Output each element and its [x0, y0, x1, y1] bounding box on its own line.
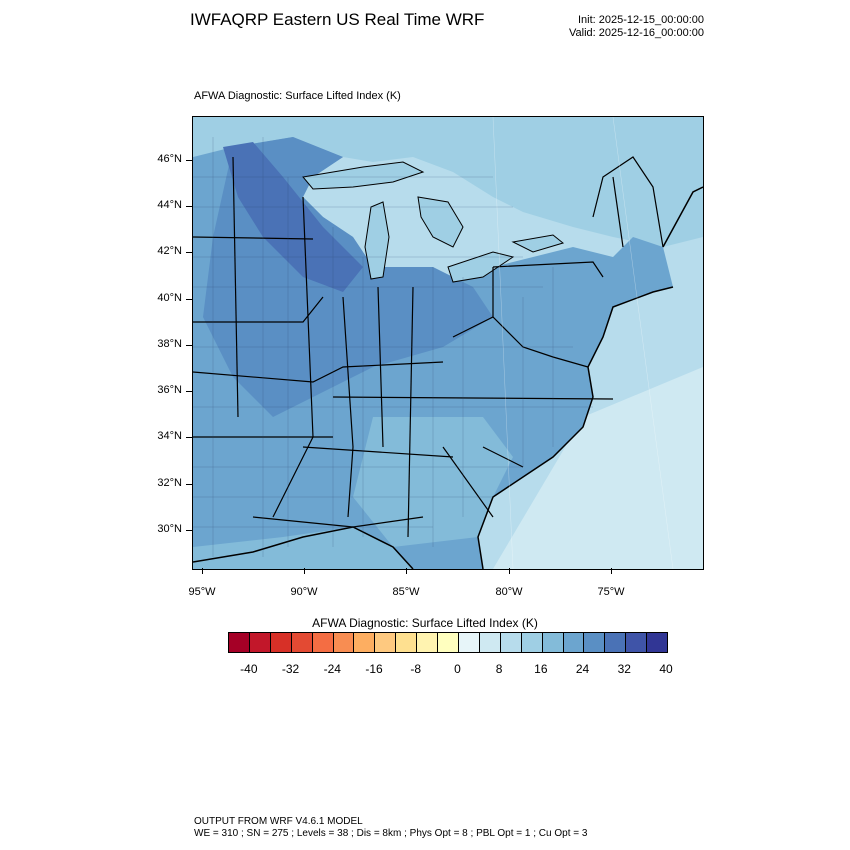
latitude-label: 38°N	[157, 338, 182, 350]
colorbar-box	[249, 633, 271, 652]
longitude-tick	[202, 568, 203, 574]
colorbar-box	[542, 633, 564, 652]
longitude-label: 90°W	[290, 586, 318, 598]
colorbar-tick-label: 16	[534, 662, 548, 676]
coastline-gulf	[193, 526, 414, 569]
colorbar-box	[270, 633, 292, 652]
map-panel	[192, 116, 704, 570]
latitude-tick	[186, 206, 192, 207]
colorbar-box	[438, 633, 459, 652]
colorbar-box	[354, 633, 376, 652]
colorbar-box	[563, 633, 585, 652]
longitude-label: 85°W	[392, 586, 420, 598]
valid-time: Valid: 2025-12-16_00:00:00	[569, 27, 704, 39]
colorbar-box	[333, 633, 355, 652]
longitude-axis: 95°W 90°W 85°W 80°W 75°W	[188, 568, 702, 598]
colorbar-tick-label: -24	[323, 662, 341, 676]
latitude-tick	[186, 437, 192, 438]
graticule	[492, 117, 674, 569]
latitude-label: 40°N	[157, 292, 182, 304]
longitude-tick	[509, 568, 510, 574]
colorbar-tick-label: 8	[495, 662, 503, 676]
colorbar-box	[521, 633, 543, 652]
init-time: Init: 2025-12-15_00:00:00	[578, 14, 704, 26]
colorbar-box	[479, 633, 501, 652]
colorbar-tick-label: -32	[281, 662, 300, 676]
colorbar	[228, 632, 668, 653]
colorbar-title: AFWA Diagnostic: Surface Lifted Index (K…	[312, 616, 538, 630]
gulf-coast-zone	[193, 527, 413, 569]
colorbar-box	[375, 633, 397, 652]
latitude-label: 36°N	[157, 384, 182, 396]
init-valid-times: Init: 2025-12-15_00:00:00 Valid: 2025-12…	[569, 14, 704, 40]
latitude-tick	[186, 530, 192, 531]
lifted-index-map	[193, 117, 703, 569]
colorbar-box	[229, 633, 250, 652]
latitude-tick	[186, 484, 192, 485]
colorbar-labels: -40 -32 -24 -16 -8 0 8 16 24 32 40	[228, 662, 673, 678]
latitude-label: 32°N	[157, 477, 182, 489]
colorbar-tick-label: 0	[454, 662, 461, 676]
latitude-label: 44°N	[157, 199, 182, 211]
latitude-tick	[186, 252, 192, 253]
colorbar-box	[396, 633, 418, 652]
latitude-label: 30°N	[157, 523, 182, 535]
colorbar-tick-label: 24	[575, 662, 590, 676]
plot-title: IWFAQRP Eastern US Real Time WRF	[190, 10, 485, 29]
colorbar-tick-label: 32	[617, 662, 631, 676]
latitude-tick	[186, 299, 192, 300]
lake-michigan	[364, 201, 390, 280]
longitude-label: 80°W	[495, 586, 523, 598]
colorbar-box	[458, 633, 480, 652]
latitude-tick	[186, 345, 192, 346]
latitude-axis: 46°N 44°N 42°N 40°N 38°N 36°N 34°N 32°N 30°N	[120, 116, 192, 568]
lake-ontario	[511, 234, 565, 253]
lake-huron	[417, 196, 464, 248]
northern-core	[223, 142, 363, 292]
model-footer: OUTPUT FROM WRF V4.6.1 MODEL WE = 310 ; …	[194, 816, 587, 840]
latitude-label: 46°N	[157, 153, 182, 165]
coastline-ne	[662, 186, 703, 248]
colorbar-box	[417, 633, 439, 652]
longitude-tick	[304, 568, 305, 574]
county-lines	[193, 137, 593, 557]
colorbar-box	[605, 633, 627, 652]
coastline-east	[477, 286, 674, 569]
colorbar-box	[500, 633, 522, 652]
footer-line-model: OUTPUT FROM WRF V4.6.1 MODEL	[194, 816, 363, 827]
colorbar-box	[312, 633, 334, 652]
longitude-label: 95°W	[188, 586, 216, 598]
canada-land	[193, 117, 703, 247]
colorbar-box	[647, 633, 668, 652]
latitude-label: 42°N	[157, 245, 182, 257]
colorbar-tick-label: 40	[659, 662, 673, 676]
colorbar-box	[291, 633, 313, 652]
latitude-tick	[186, 160, 192, 161]
offshore-zone	[493, 367, 703, 569]
latitude-tick	[186, 391, 192, 392]
colorbar-tick-label: -40	[240, 662, 258, 676]
colorbar-tick-label: -16	[365, 662, 383, 676]
longitude-label: 75°W	[597, 586, 625, 598]
colorbar-tick-label: -8	[410, 662, 422, 676]
footer-line-config: WE = 310 ; SN = 275 ; Levels = 38 ; Dis …	[194, 828, 588, 839]
longitude-tick	[406, 568, 407, 574]
colorbar-box	[626, 633, 648, 652]
field-title: AFWA Diagnostic: Surface Lifted Index (K…	[194, 90, 401, 102]
longitude-tick	[611, 568, 612, 574]
colorbar-box	[584, 633, 606, 652]
latitude-label: 34°N	[157, 430, 182, 442]
